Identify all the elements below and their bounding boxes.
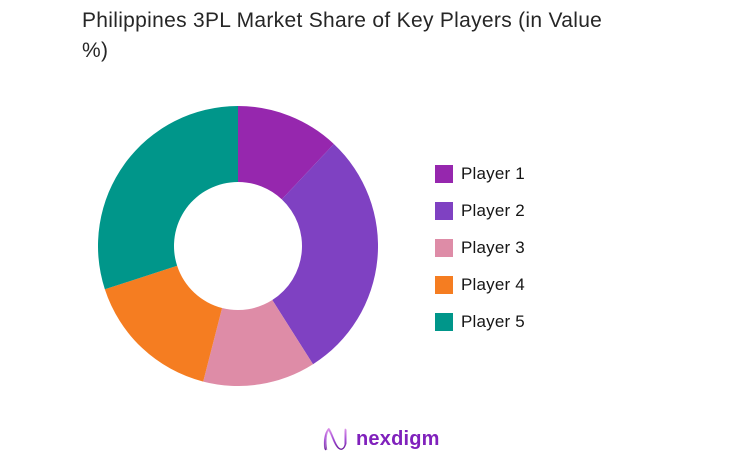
donut-slice-player-5 — [98, 106, 238, 290]
donut-slice-player-4 — [104, 265, 223, 382]
legend-swatch — [435, 238, 453, 257]
nexdigm-n-wave-icon — [323, 427, 347, 451]
legend-item: Player 2 — [435, 201, 525, 220]
donut-slice-player-1 — [238, 106, 334, 200]
legend-swatch — [435, 201, 453, 220]
legend-item: Player 1 — [435, 164, 525, 183]
legend-label: Player 4 — [461, 274, 525, 294]
chart-title: Philippines 3PL Market Share of Key Play… — [82, 9, 603, 62]
donut-chart — [98, 106, 378, 386]
legend-label: Player 2 — [461, 200, 525, 220]
nexdigm-logo-text: nexdigm — [356, 427, 440, 450]
donut-slice-player-2 — [272, 143, 378, 365]
legend-swatch — [435, 312, 453, 331]
legend-item: Player 4 — [435, 275, 525, 294]
legend-label: Player 1 — [461, 163, 525, 183]
donut-slice-player-3 — [203, 300, 314, 386]
legend-swatch — [435, 275, 453, 294]
legend-label: Player 5 — [461, 311, 525, 331]
legend-item: Player 3 — [435, 238, 525, 257]
footer-logo: nexdigm — [321, 425, 440, 453]
donut-svg — [98, 106, 378, 386]
legend-label: Player 3 — [461, 237, 525, 257]
legend-item: Player 5 — [435, 312, 525, 331]
legend-swatch — [435, 164, 453, 183]
legend: Player 1 Player 2 Player 3 Player 4 Play… — [435, 164, 525, 331]
